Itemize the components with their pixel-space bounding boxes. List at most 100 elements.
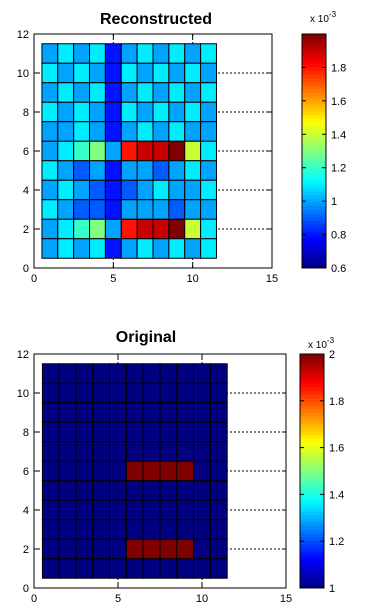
heatmap-cell (104, 238, 122, 259)
colorbar-segment (300, 471, 324, 476)
heatmap-cell (41, 421, 60, 443)
colorbar-segment (300, 379, 324, 384)
colorbar-segment (302, 70, 326, 75)
colorbar-segment (300, 372, 324, 377)
heatmap-cell (193, 558, 211, 579)
heatmap-cell (41, 140, 59, 162)
colorbar-segment (302, 140, 326, 145)
colorbar-segment (300, 361, 324, 366)
heatmap-cell (89, 43, 106, 64)
heatmap-cell (58, 363, 77, 384)
heatmap-cell (75, 382, 94, 404)
colorbar-tick-label: 1.6 (329, 443, 344, 455)
heatmap-cell (159, 421, 178, 443)
colorbar-tick-label: 1 (329, 583, 335, 595)
x-tick-label: 5 (110, 273, 116, 285)
colorbar-segment (302, 59, 326, 64)
colorbar-segment (302, 85, 326, 90)
heatmap-cell (92, 382, 111, 404)
colorbar-segment (300, 496, 324, 501)
heatmap-cell (176, 441, 195, 462)
heatmap-cell (41, 43, 59, 64)
heatmap-cell (57, 121, 75, 142)
colorbar-segment (300, 489, 324, 494)
colorbar-segment (300, 364, 324, 370)
heatmap-cell (168, 160, 186, 181)
colorbar-segment (300, 430, 324, 435)
heatmap-cell (168, 82, 186, 103)
heatmap-cell (58, 402, 77, 423)
colorbar-segment (302, 202, 326, 207)
heatmap-cell (58, 538, 77, 560)
heatmap-cell (57, 160, 75, 181)
chart-title: Original (116, 329, 176, 346)
colorbar-segment (300, 397, 324, 403)
x-axis: 0 5 10 15 (31, 34, 278, 285)
colorbar-segment (300, 562, 324, 567)
heatmap-cell (57, 218, 75, 240)
heatmap-cell (120, 121, 138, 142)
colorbar-segment (300, 427, 324, 432)
heatmap-cell (58, 499, 77, 521)
y-tick-label: 4 (23, 185, 29, 197)
heatmap-cell (193, 480, 211, 501)
heatmap-cell (193, 460, 211, 482)
heatmap-cell (168, 238, 186, 259)
colorbar-segment (300, 368, 324, 373)
heatmap-cell (73, 179, 91, 201)
colorbar-segment (300, 503, 324, 509)
heatmap-cell (104, 43, 122, 64)
colorbar-segment (302, 172, 326, 178)
heatmap-cell (41, 558, 60, 579)
heatmap-cell (57, 43, 75, 64)
colorbar-segment (300, 394, 324, 399)
colorbar-segment (302, 132, 326, 137)
heatmap-cell (125, 382, 144, 404)
heatmap-cell (41, 402, 60, 423)
colorbar-segment (300, 514, 324, 520)
heatmap-cell (125, 363, 144, 384)
heatmap-cell (89, 218, 106, 240)
heatmap-cell (75, 480, 94, 501)
colorbar-segment (302, 253, 326, 258)
colorbar-multiplier: x 10-3 (310, 10, 337, 25)
heatmap-cell (92, 421, 111, 443)
heatmap-cell (89, 179, 106, 201)
heatmap-cell (120, 82, 138, 103)
colorbar-segment (302, 158, 326, 163)
colorbar-segment (300, 463, 324, 468)
heatmap-cell (41, 62, 59, 84)
heatmap-cell (109, 499, 127, 521)
heatmap-cell (209, 421, 228, 443)
heatmap-cell (152, 140, 170, 162)
heatmap-cell (176, 421, 195, 443)
colorbar-segment (300, 577, 324, 582)
colorbar-segment (302, 136, 326, 141)
heatmap-cell (109, 460, 127, 482)
heatmap-cell (41, 121, 59, 142)
colorbar-segment (300, 511, 324, 516)
heatmap-cell (168, 62, 186, 84)
heatmap-cell (184, 82, 202, 103)
colorbar-segment (302, 55, 326, 61)
heatmap-cell (120, 101, 138, 123)
heatmap-cell (159, 499, 178, 521)
colorbar-segment (300, 357, 324, 362)
heatmap-cell (75, 460, 94, 482)
colorbar-segment (302, 224, 326, 229)
heatmap-cell (41, 499, 60, 521)
heatmap-cell (142, 519, 161, 540)
heatmap-cell (176, 480, 195, 501)
heatmap-cell (159, 538, 178, 560)
heatmap-cell (89, 238, 106, 259)
heatmap-cell (142, 382, 161, 404)
heatmap-cell (125, 558, 144, 579)
heatmap-cell (168, 218, 186, 240)
heatmap-cell (142, 480, 161, 501)
heatmap-cell (89, 101, 106, 123)
heatmap-cell (73, 82, 91, 103)
heatmap-cell (109, 363, 127, 384)
heatmap-cell (200, 160, 217, 181)
colorbar-segment (302, 161, 326, 167)
heatmap-cell (209, 558, 228, 579)
